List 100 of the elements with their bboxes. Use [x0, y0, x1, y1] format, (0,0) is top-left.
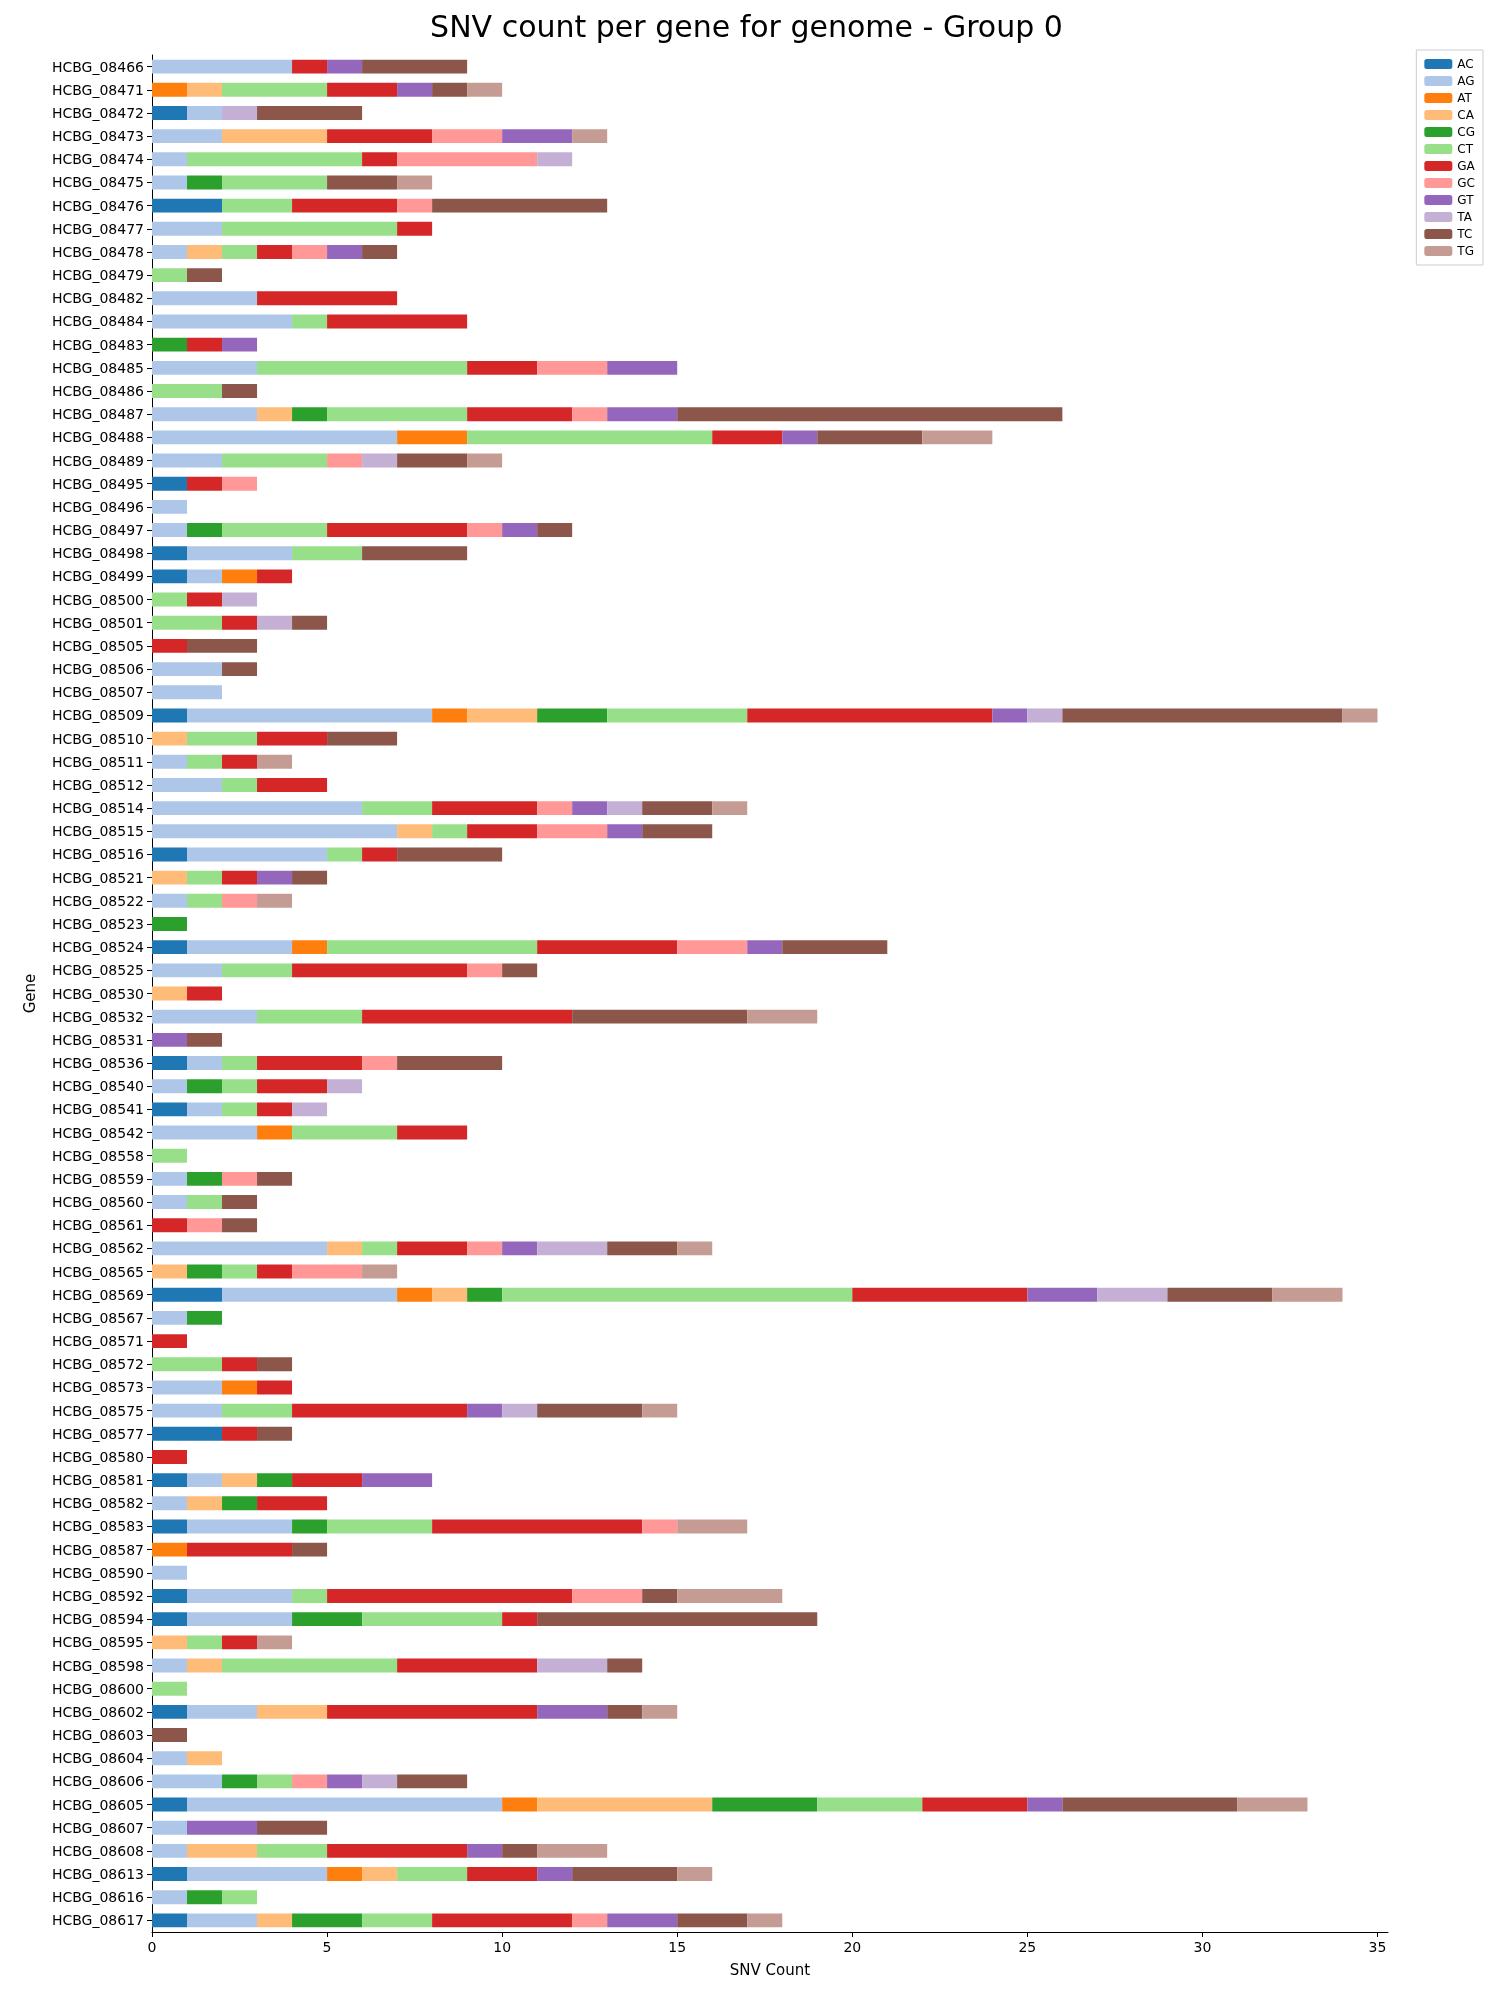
bar: [152, 175, 188, 190]
bar: [327, 175, 398, 190]
bar: [537, 708, 608, 723]
bar: [187, 175, 223, 190]
bar: [257, 569, 293, 584]
bar: [187, 1496, 223, 1511]
bar: [327, 1704, 538, 1719]
bar: [152, 1241, 328, 1256]
legend-label: TC: [1456, 227, 1473, 241]
bar: [607, 1913, 678, 1928]
y-tick-label: HCBG_08617: [51, 1912, 144, 1929]
bar: [222, 175, 328, 190]
bar: [362, 59, 468, 74]
legend-label: GT: [1457, 193, 1475, 207]
bar: [607, 1704, 643, 1719]
bar: [222, 1195, 258, 1210]
bar: [187, 523, 223, 537]
bar: [362, 1473, 433, 1488]
bar: [187, 1843, 258, 1858]
y-tick-label: HCBG_08522: [51, 892, 144, 909]
bar: [467, 430, 713, 445]
bar: [257, 105, 363, 120]
bar: [152, 708, 188, 723]
bar: [397, 1056, 503, 1070]
bar: [187, 476, 223, 491]
y-tick-label: HCBG_08562: [51, 1240, 144, 1257]
y-tick-label: HCBG_08595: [51, 1634, 144, 1651]
bar: [187, 1820, 258, 1835]
bar: [537, 940, 678, 955]
bar: [572, 1009, 748, 1024]
bar: [747, 708, 993, 723]
bar: [152, 1264, 188, 1279]
bar: [572, 1913, 608, 1928]
bar: [187, 245, 223, 259]
bar: [152, 731, 188, 746]
bar: [327, 1774, 363, 1789]
bar: [222, 1056, 258, 1070]
bar: [257, 1820, 328, 1835]
bar: [152, 963, 223, 978]
x-tick-label: 10: [493, 1939, 512, 1955]
bar: [222, 569, 258, 584]
bar: [187, 1264, 223, 1279]
bar: [327, 453, 363, 468]
bar: [152, 1612, 188, 1627]
bar: [152, 754, 188, 769]
bar: [467, 708, 538, 723]
bar: [187, 1658, 223, 1673]
bar: [257, 1473, 293, 1488]
legend-label: CT: [1457, 142, 1474, 156]
bar: [187, 152, 363, 167]
bar: [292, 245, 328, 259]
bar: [537, 824, 608, 839]
bar: [432, 198, 608, 213]
y-tick-label: HCBG_08572: [51, 1356, 144, 1373]
bar: [152, 777, 223, 792]
bar: [187, 1797, 503, 1812]
bar: [187, 1195, 223, 1210]
bar: [152, 1704, 188, 1719]
y-tick-label: HCBG_08590: [51, 1564, 144, 1581]
legend-label: AG: [1457, 74, 1475, 88]
bar: [1062, 708, 1343, 723]
bar: [187, 754, 223, 769]
bar: [152, 662, 223, 677]
bar: [292, 546, 363, 561]
bar: [1062, 1797, 1238, 1812]
bar: [1027, 1287, 1098, 1302]
bar: [152, 1774, 223, 1789]
bar: [397, 453, 468, 468]
bar: [152, 569, 188, 584]
y-tick-label: HCBG_08567: [51, 1309, 144, 1326]
bar: [677, 1913, 748, 1928]
y-tick-label: HCBG_08472: [51, 104, 144, 121]
y-tick-label: HCBG_08487: [51, 406, 144, 423]
y-tick-label: HCBG_08598: [51, 1657, 144, 1674]
bar: [502, 1612, 538, 1627]
bar: [747, 940, 783, 955]
bar: [257, 291, 398, 306]
bar: [362, 245, 398, 259]
y-tick-label: HCBG_08509: [51, 707, 144, 724]
bar: [537, 801, 573, 816]
bar: [152, 1519, 188, 1534]
bar: [257, 1426, 293, 1441]
y-tick-label: HCBG_08507: [51, 684, 144, 701]
bar: [222, 1403, 293, 1418]
bar: [607, 360, 678, 375]
bar: [222, 476, 258, 491]
bar: [152, 1334, 188, 1349]
bar: [257, 1056, 363, 1070]
y-tick-label: HCBG_08542: [51, 1124, 144, 1141]
y-tick-label: HCBG_08489: [51, 452, 144, 469]
bar: [747, 1009, 818, 1024]
bar: [152, 1867, 188, 1882]
bar: [187, 1612, 293, 1627]
bar: [397, 1774, 468, 1789]
bar: [362, 546, 468, 561]
bar: [187, 986, 223, 1001]
bar: [397, 1658, 538, 1673]
bar: [187, 1102, 223, 1117]
y-tick-label: HCBG_08477: [51, 220, 144, 237]
bar: [292, 1473, 363, 1488]
